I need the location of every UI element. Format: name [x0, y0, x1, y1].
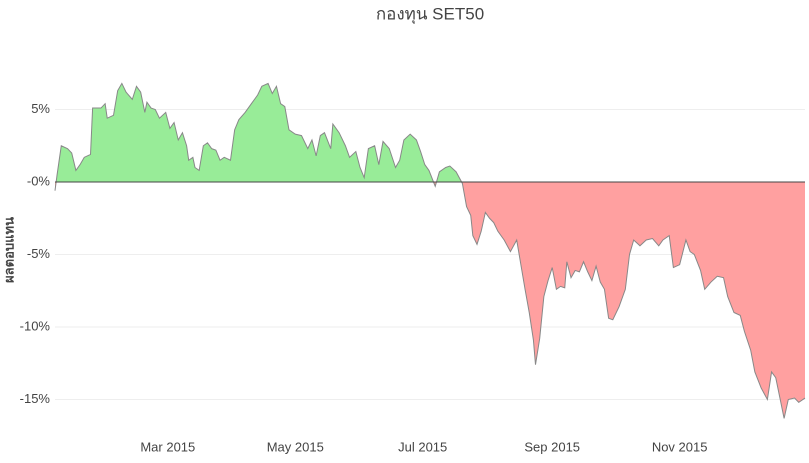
chart-title: กองทุน SET50: [376, 4, 484, 24]
x-tick-label: Mar 2015: [140, 439, 195, 454]
y-tick-label: -5%: [27, 246, 51, 261]
y-tick-label: -0%: [27, 173, 51, 188]
x-tick-label: May 2015: [267, 439, 324, 454]
x-tick-label: Jul 2015: [398, 439, 447, 454]
y-tick-label: -15%: [20, 391, 51, 406]
x-tick-label: Nov 2015: [652, 439, 708, 454]
y-axis-label: ผลตอบแทน: [1, 217, 16, 283]
line: [54, 82, 806, 419]
y-tick-label: 5%: [31, 101, 50, 116]
y-tick-label: -10%: [20, 318, 51, 333]
x-tick-label: Sep 2015: [524, 439, 580, 454]
area: [55, 83, 805, 419]
